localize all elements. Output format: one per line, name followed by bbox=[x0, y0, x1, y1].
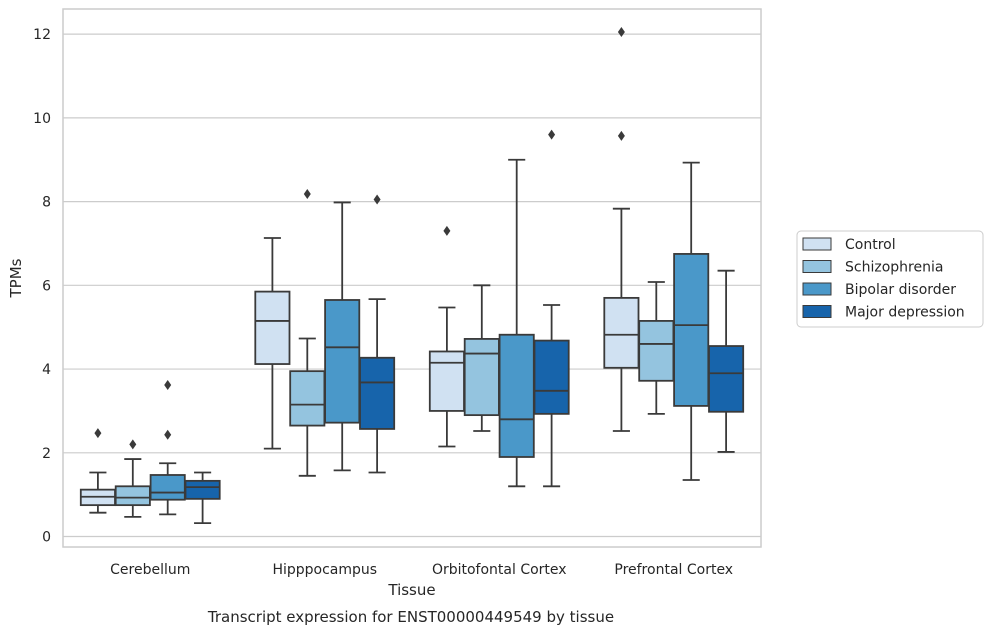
x-tick-label: Cerebellum bbox=[110, 562, 190, 578]
box-body bbox=[289, 370, 326, 427]
legend-entry-label: Bipolar disorder bbox=[845, 282, 956, 298]
box-0-2 bbox=[428, 225, 465, 448]
box-body bbox=[324, 299, 361, 424]
outlier-point bbox=[617, 27, 625, 38]
box-body bbox=[359, 356, 396, 430]
box-body bbox=[254, 290, 291, 365]
box-body bbox=[533, 339, 570, 415]
legend-entry-label: Schizophrenia bbox=[845, 260, 943, 276]
x-tick-label: Orbitofontal Cortex bbox=[432, 562, 567, 578]
plot-area-frame bbox=[62, 8, 762, 548]
x-axis-ticks: Cerebellum Hipppocampus Orbitofontal Corte… bbox=[110, 562, 733, 578]
box-body bbox=[673, 253, 710, 407]
grid-lines bbox=[63, 33, 761, 538]
box-body bbox=[428, 350, 465, 412]
legend: Control Schizophrenia Bipolar disorder Majo… bbox=[796, 230, 984, 328]
x-axis-label: Tissue bbox=[387, 581, 435, 599]
y-tick-label: 10 bbox=[33, 111, 51, 127]
y-tick-label: 12 bbox=[33, 27, 51, 43]
y-axis-ticks: 0 2 4 6 8 10 12 bbox=[33, 27, 51, 545]
box-body bbox=[149, 474, 186, 501]
box-2-0 bbox=[149, 379, 186, 516]
outlier-point bbox=[303, 189, 311, 200]
box-1-1 bbox=[289, 189, 326, 477]
y-tick-label: 8 bbox=[42, 195, 51, 211]
outlier-point bbox=[164, 429, 172, 440]
legend-swatch bbox=[802, 282, 832, 296]
outlier-point bbox=[94, 428, 102, 439]
y-axis-label: TPMs bbox=[7, 258, 25, 298]
legend-swatch bbox=[802, 237, 832, 251]
box-body bbox=[114, 485, 151, 507]
box-3-3 bbox=[708, 269, 745, 453]
x-tick-label: Hipppocampus bbox=[272, 562, 377, 578]
box-1-2 bbox=[463, 284, 500, 432]
box-3-1 bbox=[359, 194, 396, 474]
outlier-point bbox=[164, 379, 172, 390]
box-0-0 bbox=[79, 428, 116, 514]
box-2-3 bbox=[673, 161, 710, 481]
legend-entry-label: Control bbox=[845, 237, 896, 253]
box-body bbox=[463, 338, 500, 417]
outlier-point bbox=[548, 129, 556, 140]
box-3-2 bbox=[533, 129, 570, 488]
box-body bbox=[638, 320, 675, 382]
box-1-3 bbox=[638, 281, 675, 415]
box-1-0 bbox=[114, 439, 151, 518]
figure-caption: Transcript expression for ENST0000044954… bbox=[207, 608, 614, 626]
box-0-1 bbox=[254, 237, 291, 450]
outlier-point bbox=[443, 225, 451, 236]
box-body bbox=[184, 479, 221, 500]
box-3-0 bbox=[184, 471, 221, 525]
box-0-3 bbox=[603, 27, 640, 432]
box-plot-series bbox=[79, 27, 745, 525]
outlier-point bbox=[129, 439, 137, 450]
y-tick-label: 6 bbox=[42, 278, 51, 294]
box-2-2 bbox=[498, 158, 535, 488]
outlier-point bbox=[373, 194, 381, 205]
legend-swatch bbox=[802, 260, 832, 273]
box-body bbox=[603, 296, 640, 369]
legend-frame bbox=[796, 230, 984, 328]
y-tick-label: 2 bbox=[42, 446, 51, 462]
box-2-1 bbox=[324, 201, 361, 472]
x-tick-label: Prefrontal Cortex bbox=[614, 562, 733, 578]
legend-swatch bbox=[802, 305, 832, 318]
y-tick-label: 0 bbox=[42, 530, 51, 546]
box-body bbox=[498, 333, 535, 458]
box-body bbox=[708, 345, 745, 413]
outlier-point bbox=[617, 130, 625, 141]
legend-entry-label: Major depression bbox=[845, 305, 965, 321]
y-tick-label: 4 bbox=[42, 362, 51, 378]
